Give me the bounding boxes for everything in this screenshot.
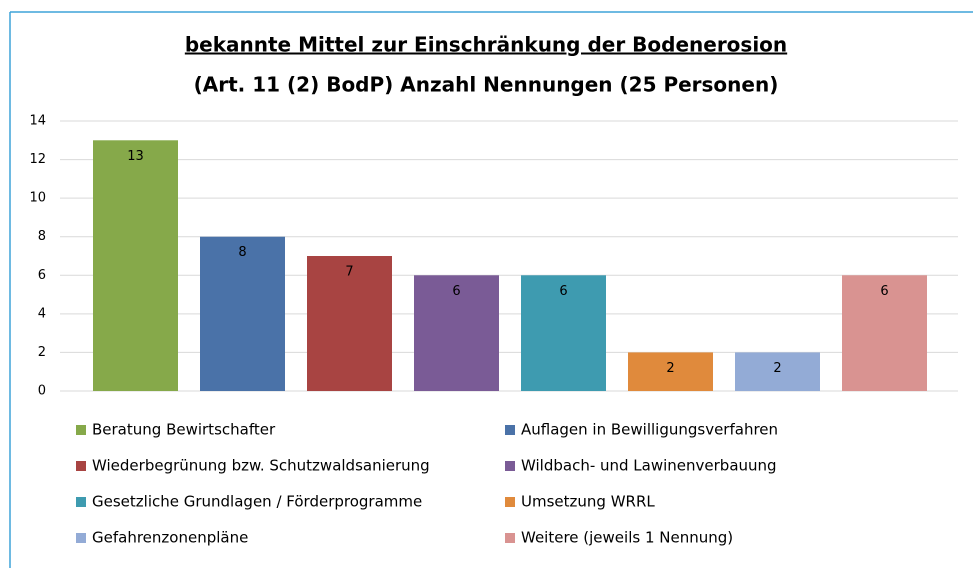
- legend-label: Umsetzung WRRL: [521, 493, 655, 511]
- bar: [735, 352, 820, 391]
- y-tick-label: 8: [38, 229, 46, 244]
- data-label: 8: [238, 245, 246, 260]
- y-tick-label: 12: [29, 152, 46, 167]
- legend-swatch: [505, 425, 515, 435]
- bar: [307, 256, 392, 391]
- bar: [628, 352, 713, 391]
- data-label: 7: [345, 265, 353, 280]
- legend-swatch: [76, 461, 86, 471]
- y-tick-label: 0: [38, 384, 46, 399]
- bar: [842, 275, 927, 391]
- legend-swatch: [76, 533, 86, 543]
- legend-label: Gesetzliche Grundlagen / Förderprogramme: [92, 493, 422, 511]
- legend-label: Weitere (jeweils 1 Nennung): [521, 529, 733, 547]
- data-label: 6: [452, 284, 460, 299]
- legend-swatch: [505, 533, 515, 543]
- legend-swatch: [76, 497, 86, 507]
- legend-swatch: [505, 461, 515, 471]
- chart-subtitle: (Art. 11 (2) BodP) Anzahl Nennungen (25 …: [194, 73, 779, 97]
- y-tick-label: 14: [29, 114, 46, 129]
- chart-title: bekannte Mittel zur Einschränkung der Bo…: [185, 33, 787, 57]
- data-label: 2: [666, 361, 674, 376]
- bar: [521, 275, 606, 391]
- legend-label: Beratung Bewirtschafter: [92, 421, 276, 439]
- legend-label: Auflagen in Bewilligungsverfahren: [521, 421, 778, 439]
- data-label: 6: [880, 284, 888, 299]
- y-tick-label: 4: [38, 306, 46, 321]
- legend-label: Wildbach- und Lawinenverbauung: [521, 457, 777, 475]
- bar: [200, 236, 285, 391]
- bar: [93, 140, 178, 391]
- data-label: 2: [773, 361, 781, 376]
- data-label: 13: [127, 149, 144, 164]
- bar: [414, 275, 499, 391]
- legend-swatch: [505, 497, 515, 507]
- y-tick-label: 6: [38, 268, 46, 283]
- y-tick-label: 2: [38, 345, 46, 360]
- legend-label: Gefahrenzonenpläne: [92, 529, 248, 547]
- y-tick-label: 10: [29, 191, 46, 206]
- legend-swatch: [76, 425, 86, 435]
- data-label: 6: [559, 284, 567, 299]
- legend-label: Wiederbegrünung bzw. Schutzwaldsanierung: [92, 457, 430, 475]
